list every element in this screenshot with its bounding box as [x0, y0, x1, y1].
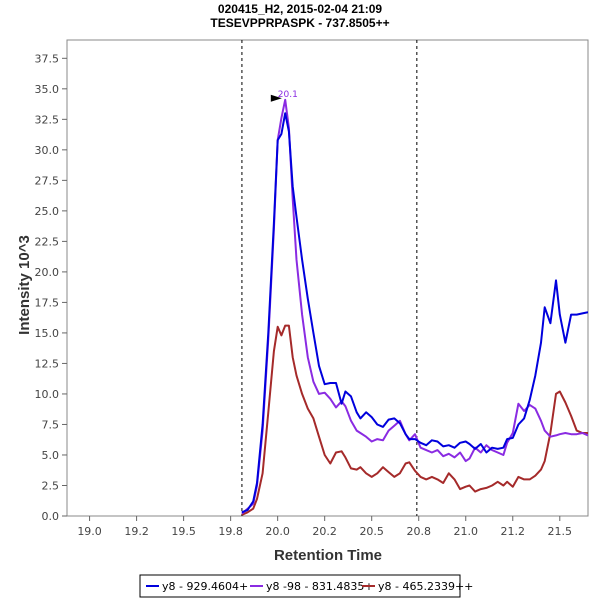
plot-frame [67, 40, 588, 516]
y-tick-label: 15.0 [35, 327, 60, 340]
legend-label: y8 -98 - 831.4835+ [266, 580, 374, 593]
y-tick-label: 7.5 [42, 418, 60, 431]
plot-area: 0.0 2.5 5.0 7.5 10.0 12.5 15.0 17.5 20.0 22.5 25.0… [35, 40, 589, 538]
chromatogram-chart: 020415_H2, 2015-02-04 21:09 TESEVPPRPASP… [0, 0, 600, 600]
legend-label: y8 - 929.4604+ [162, 580, 248, 593]
y-tick-label: 22.5 [35, 235, 60, 248]
y-axis-title: Intensity 10^3 [16, 235, 33, 335]
x-tick-label: 19.0 [77, 525, 102, 538]
y-tick-label: 12.5 [35, 357, 60, 370]
y-tick-label: 25.0 [35, 205, 60, 218]
legend-label: y8 - 465.2339++ [378, 580, 473, 593]
x-tick-label: 19.8 [218, 525, 243, 538]
y-tick-label: 32.5 [35, 113, 60, 126]
chart-title: 020415_H2, 2015-02-04 21:09 [218, 2, 382, 16]
y-tick-label: 20.0 [35, 266, 60, 279]
x-tick-label: 20.5 [359, 525, 384, 538]
x-tick-label: 20.8 [406, 525, 431, 538]
x-tick-label: 20.2 [312, 525, 337, 538]
peak-label: 20.1 [278, 90, 298, 100]
x-tick-label: 21.5 [548, 525, 573, 538]
y-tick-label: 2.5 [42, 479, 60, 492]
y-tick-label: 35.0 [35, 83, 60, 96]
y-tick-label: 30.0 [35, 144, 60, 157]
y-tick-label: 0.0 [42, 510, 60, 523]
x-tick-label: 19.2 [124, 525, 149, 538]
x-tick-label: 21.2 [501, 525, 526, 538]
y-tick-label: 5.0 [42, 449, 60, 462]
x-tick-label: 19.5 [171, 525, 196, 538]
y-tick-label: 27.5 [35, 174, 60, 187]
chart-subtitle: TESEVPPRPASPK - 737.8505++ [210, 16, 389, 30]
y-tick-label: 37.5 [35, 52, 60, 65]
y-tick-label: 10.0 [35, 388, 60, 401]
x-axis-title: Retention Time [274, 547, 382, 564]
y-tick-label: 17.5 [35, 296, 60, 309]
x-tick-label: 20.0 [265, 525, 290, 538]
x-tick-label: 21.0 [453, 525, 478, 538]
legend: y8 - 929.4604+ y8 -98 - 831.4835+ y8 - 465… [140, 575, 473, 597]
